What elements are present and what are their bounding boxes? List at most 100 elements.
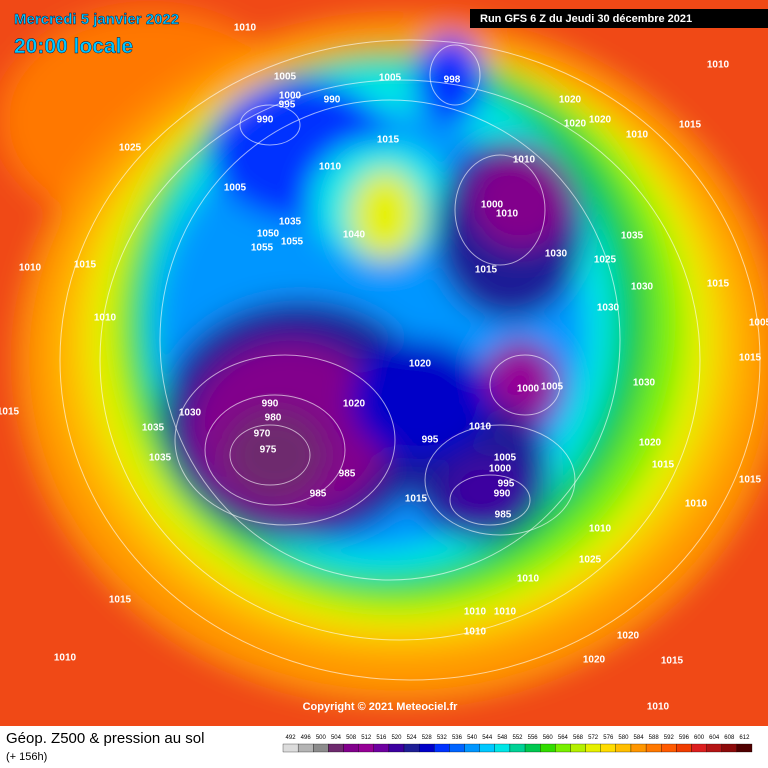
scale-swatch	[494, 743, 511, 753]
scale-label: 516	[376, 735, 387, 741]
pressure-label: 1005	[541, 382, 564, 393]
scale-swatch	[419, 743, 435, 753]
pressure-label: 1015	[707, 279, 730, 290]
scale-swatch	[570, 743, 586, 753]
scale-swatch	[736, 743, 753, 753]
pressure-label: 975	[260, 445, 277, 456]
scale-label: 608	[724, 735, 735, 741]
pressure-label: 1000	[489, 464, 512, 475]
pressure-label: 1015	[377, 135, 400, 146]
pressure-label: 1055	[251, 243, 274, 254]
scale-swatch	[297, 743, 314, 753]
scale-label: 504	[331, 735, 342, 741]
pressure-label: 1010	[494, 607, 517, 618]
scale-swatch	[282, 743, 299, 753]
pressure-label: 1035	[621, 231, 644, 242]
pressure-label: 1015	[679, 120, 702, 131]
pressure-label: 1050	[257, 229, 280, 240]
scale-swatch	[449, 743, 465, 753]
pressure-label: 1000	[481, 200, 504, 211]
footer-title: Géop. Z500 & pression au sol	[6, 730, 204, 747]
pressure-label: 970	[254, 429, 271, 440]
scale-label: 568	[573, 735, 584, 741]
pressure-label: 1005	[224, 183, 247, 194]
pressure-label: 990	[494, 489, 511, 500]
scale-swatch	[585, 743, 601, 753]
scale-swatch	[479, 743, 495, 753]
pressure-label: 1015	[739, 475, 762, 486]
pressure-label: 1010	[517, 574, 540, 585]
scale-swatch	[615, 743, 632, 753]
scale-label: 496	[301, 735, 312, 741]
pressure-label: 980	[265, 413, 282, 424]
pressure-label: 1010	[464, 627, 487, 638]
scale-swatch	[706, 743, 722, 753]
scale-label: 588	[649, 735, 660, 741]
pressure-label: 1020	[559, 95, 582, 106]
pressure-label: 1010	[589, 524, 612, 535]
pressure-label: 1010	[647, 702, 670, 713]
pressure-label: 990	[257, 115, 274, 126]
scale-swatch	[630, 743, 647, 753]
pressure-label: 1020	[343, 399, 366, 410]
pressure-label: 1015	[739, 353, 762, 364]
scale-swatch	[676, 743, 692, 753]
pressure-label: 1030	[179, 408, 202, 419]
scale-label: 576	[603, 735, 614, 741]
scale-label: 596	[679, 735, 690, 741]
pressure-label: 1015	[652, 460, 675, 471]
pressure-label: 1035	[149, 453, 172, 464]
run-box	[470, 9, 768, 28]
scale-swatch	[600, 743, 616, 753]
pressure-label: 985	[339, 469, 356, 480]
pressure-label: 1010	[513, 155, 536, 166]
pressure-label: 1015	[0, 407, 20, 418]
run-info: Run GFS 6 Z du Jeudi 30 décembre 2021	[480, 13, 692, 25]
pressure-label: 1015	[109, 595, 132, 606]
pressure-label: 995	[279, 100, 296, 111]
pressure-label: 1015	[405, 494, 428, 505]
pressure-label: 1030	[545, 249, 568, 260]
scale-swatch	[343, 743, 359, 753]
footer-lead: (+ 156h)	[6, 751, 47, 763]
scale-label: 520	[391, 735, 402, 741]
pressure-label: 1010	[54, 653, 77, 664]
pressure-label: 1010	[464, 607, 487, 618]
pressure-label: 1010	[94, 313, 117, 324]
pressure-label: 1020	[589, 115, 612, 126]
pressure-label: 1020	[564, 119, 587, 130]
scale-label: 548	[497, 735, 508, 741]
pressure-label: 1025	[594, 255, 617, 266]
pressure-label: 1030	[633, 378, 656, 389]
pressure-label: 1020	[639, 438, 662, 449]
scale-label: 544	[482, 735, 493, 741]
pressure-label: 1010	[685, 499, 708, 510]
isobars	[59, 39, 761, 681]
pressure-label: 985	[495, 510, 512, 521]
scale-label: 512	[361, 735, 372, 741]
scale-label: 560	[543, 735, 554, 741]
pressure-label: 1030	[597, 303, 620, 314]
scale-label: 556	[528, 735, 539, 741]
pressure-label: 1010	[234, 23, 257, 34]
pressure-label: 1010	[707, 60, 730, 71]
pressure-label: 1025	[119, 143, 142, 154]
scale-swatch	[555, 743, 571, 753]
pressure-label: 995	[422, 435, 439, 446]
pressure-label: 1020	[583, 655, 606, 666]
scale-label: 508	[346, 735, 357, 741]
scale-label: 532	[437, 735, 448, 741]
scale-swatch	[434, 743, 450, 753]
scale-swatch	[509, 743, 526, 753]
pressure-label: 1055	[281, 237, 304, 248]
pressure-label: 1025	[579, 555, 602, 566]
pressure-label: 1040	[343, 230, 366, 241]
pressure-label: 995	[498, 479, 515, 490]
scale-label: 612	[739, 735, 750, 741]
pressure-label: 985	[310, 489, 327, 500]
pressure-label: 1010	[496, 209, 519, 220]
pressure-label: 1005	[379, 73, 402, 84]
